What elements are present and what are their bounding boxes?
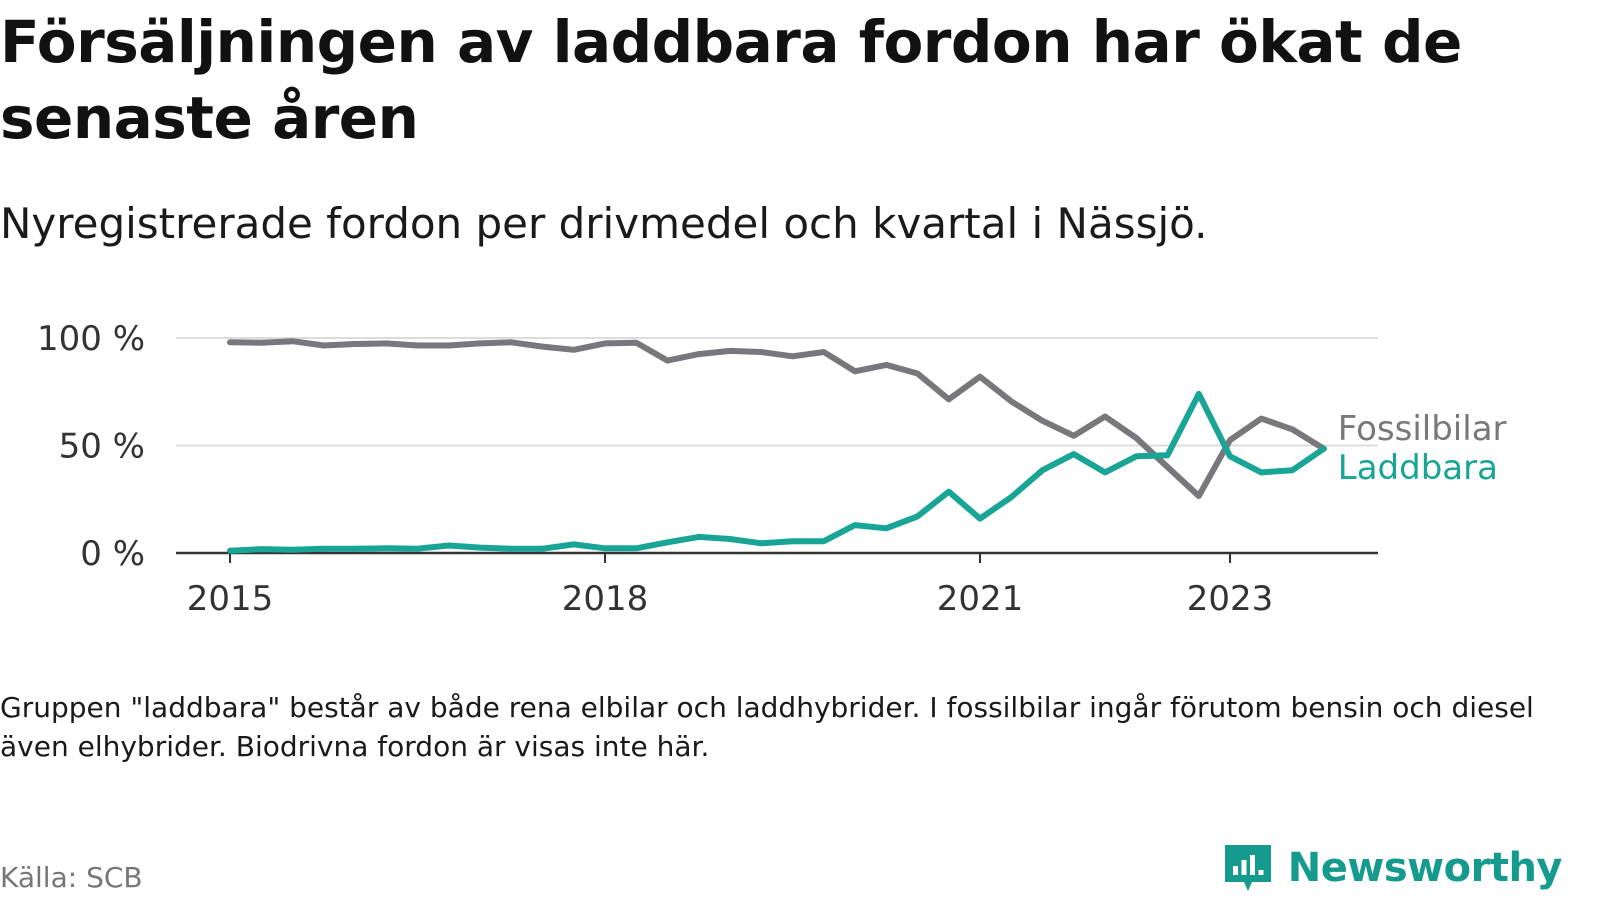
series-label-fossilbilar: Fossilbilar bbox=[1338, 409, 1507, 449]
x-tick-label-2015: 2015 bbox=[187, 579, 274, 619]
gridlines bbox=[176, 337, 1378, 555]
brand-name: Newsworthy bbox=[1287, 845, 1563, 891]
x-tick-label-2021: 2021 bbox=[937, 579, 1024, 619]
newsworthy-logo-icon bbox=[1224, 845, 1271, 891]
brand-logo: Newsworthy bbox=[1222, 842, 1563, 894]
series-label-laddbara: Laddbara bbox=[1338, 448, 1498, 488]
x-tick-label-2023: 2023 bbox=[1187, 579, 1274, 619]
source-credit: Källa: SCB bbox=[0, 861, 143, 894]
y-tick-label-100: 100 % bbox=[37, 319, 145, 359]
page-title: Försäljningen av laddbara fordon har öka… bbox=[0, 8, 1462, 152]
y-tick-label-0: 0 % bbox=[80, 534, 145, 574]
x-axis-ticks: 2015 2018 2021 2023 bbox=[187, 553, 1274, 619]
x-tick-label-2018: 2018 bbox=[562, 579, 649, 619]
series-line-laddbara bbox=[227, 390, 1327, 554]
chart-footnote: Gruppen "laddbara" består av både rena e… bbox=[0, 691, 1534, 763]
y-axis-ticks: 0 % 50 % 100 % bbox=[37, 319, 145, 574]
series-lines bbox=[227, 338, 1327, 554]
chart-subtitle: Nyregistrerade fordon per drivmedel och … bbox=[0, 199, 1208, 248]
line-chart: 0 % 50 % 100 % 2015 2018 2021 2023 Fossilbila… bbox=[37, 319, 1507, 619]
series-line-fossilbilar bbox=[227, 338, 1327, 499]
y-tick-label-50: 50 % bbox=[59, 427, 145, 467]
